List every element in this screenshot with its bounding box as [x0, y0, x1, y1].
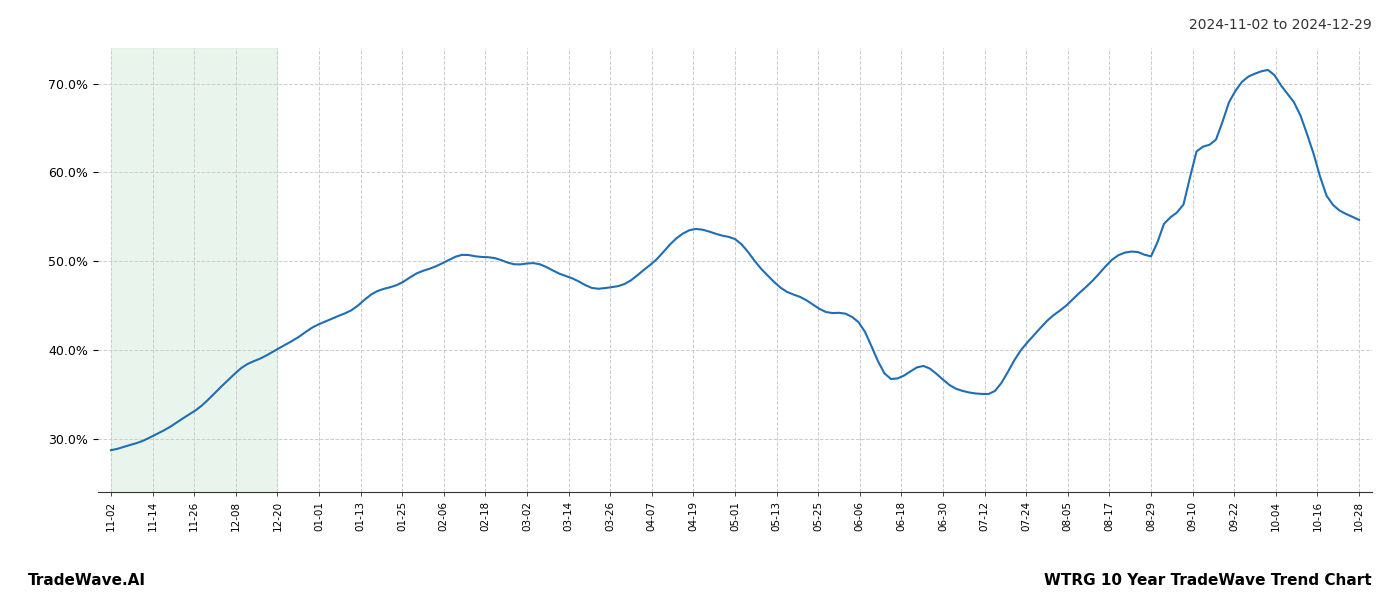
Bar [111, 48, 277, 492]
Text: WTRG 10 Year TradeWave Trend Chart: WTRG 10 Year TradeWave Trend Chart [1044, 573, 1372, 588]
Text: 2024-11-02 to 2024-12-29: 2024-11-02 to 2024-12-29 [1189, 18, 1372, 32]
Text: TradeWave.AI: TradeWave.AI [28, 573, 146, 588]
